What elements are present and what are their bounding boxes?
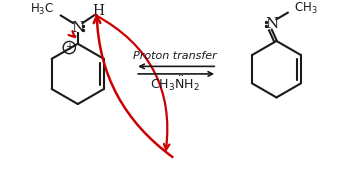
Text: Proton transfer: Proton transfer [133,51,216,61]
Text: +: + [65,42,73,52]
Text: N: N [71,21,84,35]
Text: H$_3$C: H$_3$C [30,2,54,17]
Text: N: N [265,17,278,31]
Text: H: H [92,4,105,18]
Text: CH$_3$: CH$_3$ [294,1,318,16]
Text: CH$_3\ddot{\rm N}$H$_2$: CH$_3\ddot{\rm N}$H$_2$ [150,74,200,93]
